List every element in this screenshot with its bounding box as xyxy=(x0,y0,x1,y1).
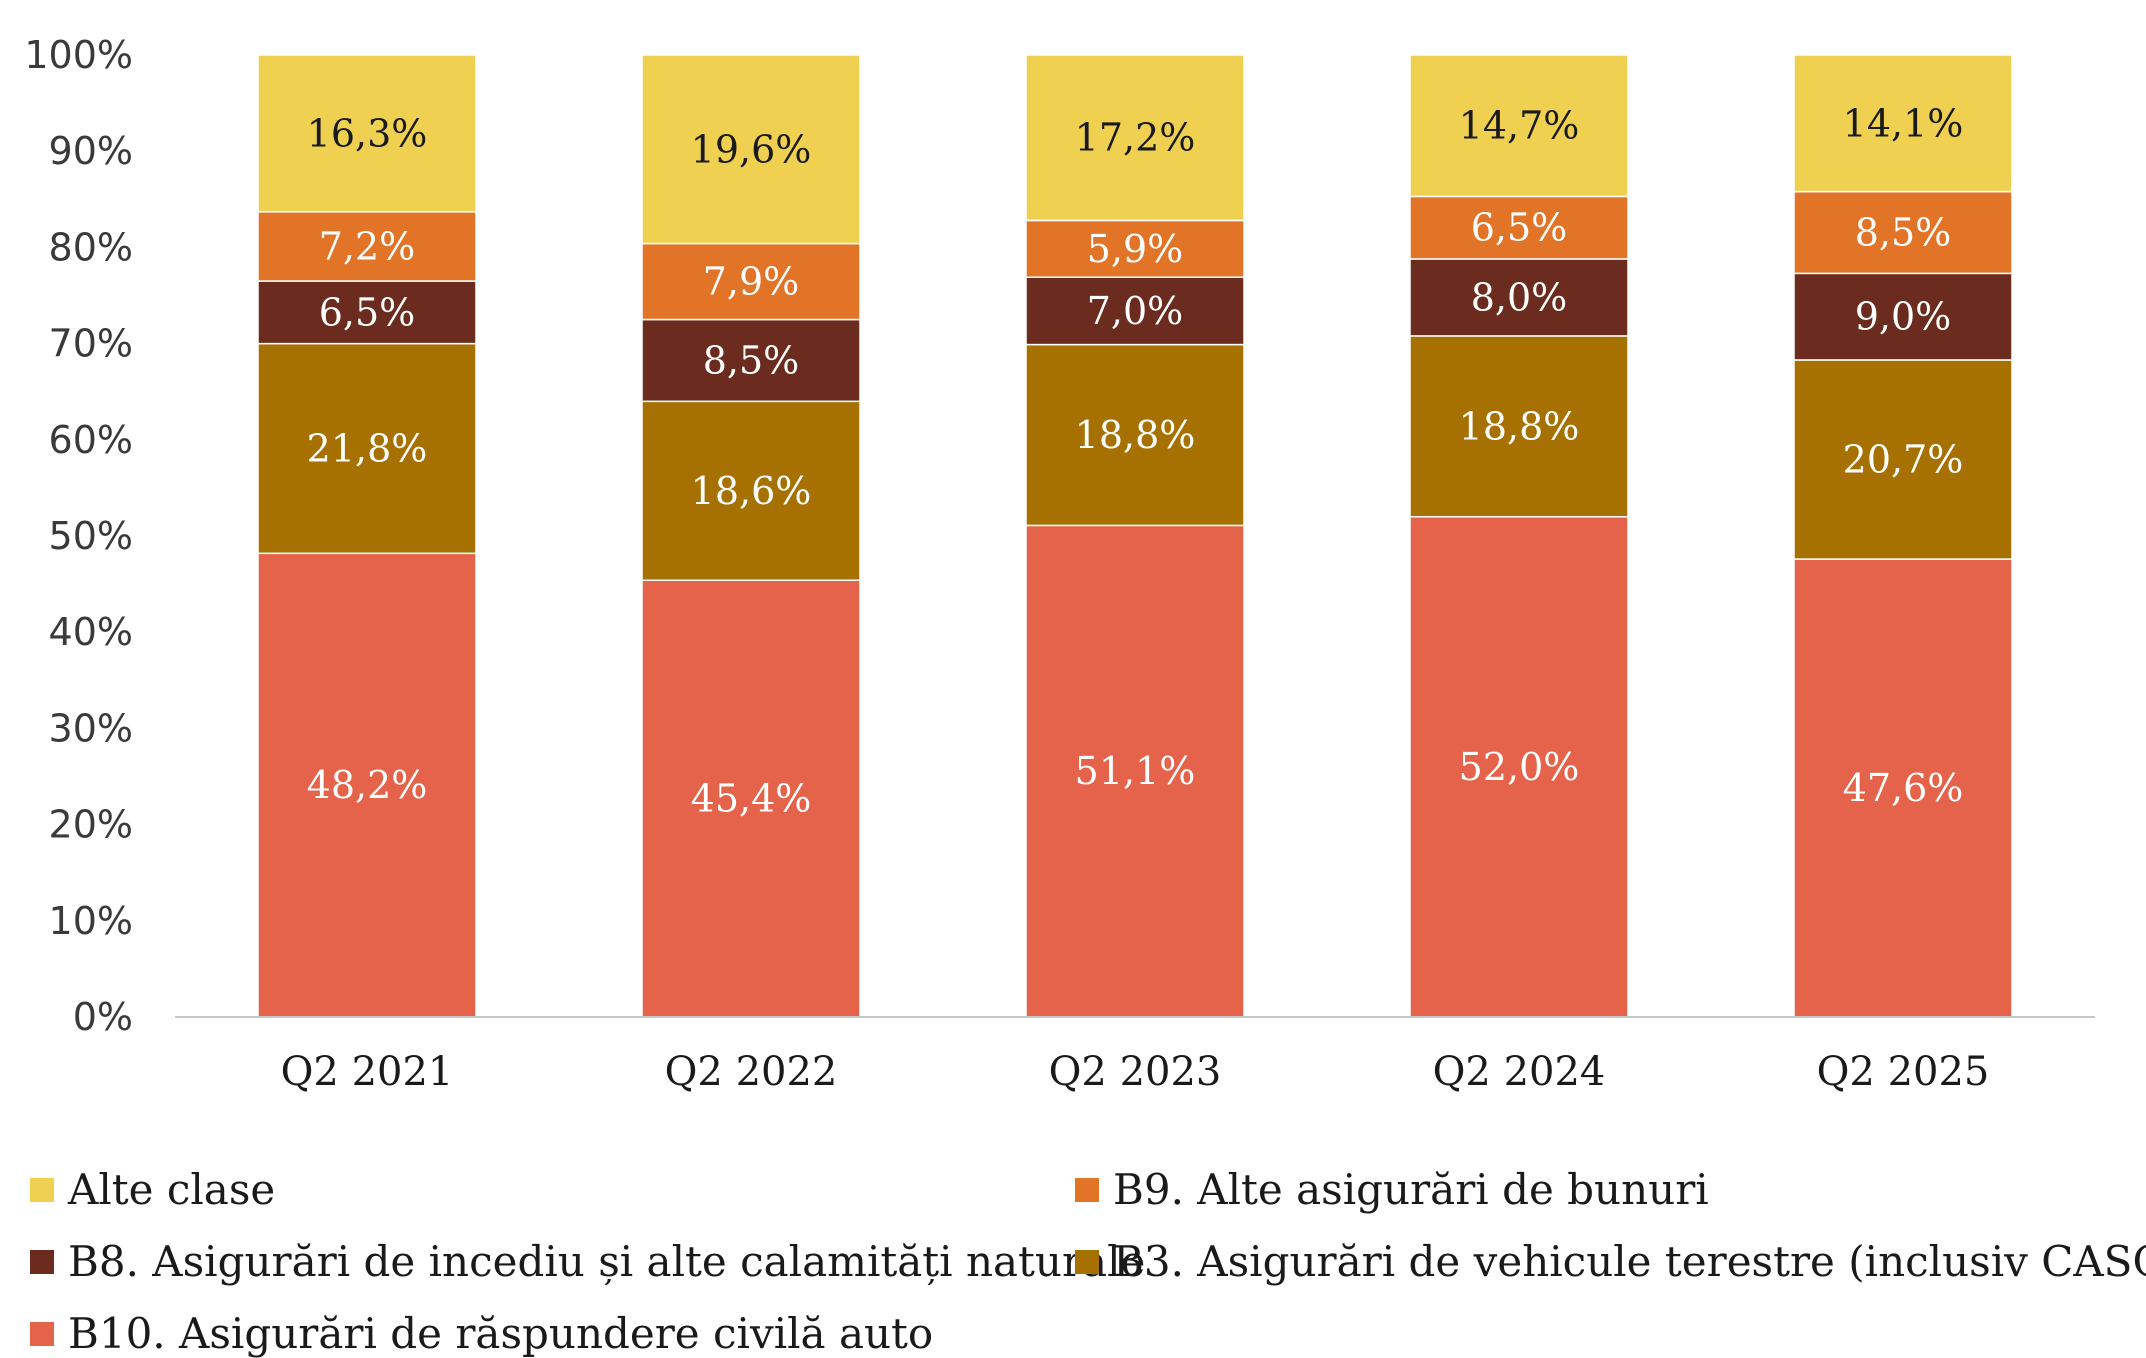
legend-item-alte-clase: Alte clase xyxy=(30,1165,275,1214)
y-tick-label: 60% xyxy=(49,418,133,462)
y-tick-label: 50% xyxy=(49,514,133,558)
y-tick-label: 70% xyxy=(49,322,133,366)
legend-item-b9: B9. Alte asigurări de bunuri xyxy=(1075,1165,1709,1214)
legend-swatch xyxy=(30,1177,54,1202)
bar-segment xyxy=(641,318,861,403)
legend-swatch xyxy=(1075,1177,1099,1202)
legend-label: B10. Asigurări de răspundere civilă auto xyxy=(68,1309,934,1358)
stacked-bar-chart: 0% 10% 20% 30% 40% 50% 60% 70% 80% 90% 100% 48,2% 2… xyxy=(24,33,2095,1095)
x-tick-label: Q2 2025 xyxy=(1817,1049,1990,1095)
bar-segment xyxy=(257,552,477,1018)
data-label: 9,0% xyxy=(1855,295,1952,339)
data-label: 51,1% xyxy=(1075,749,1196,793)
y-axis: 0% 10% 20% 30% 40% 50% 60% 70% 80% 90% 100% xyxy=(24,33,133,1039)
bar-segment xyxy=(641,54,861,245)
data-label: 7,0% xyxy=(1087,289,1184,333)
data-label: 48,2% xyxy=(307,763,428,807)
x-tick-label: Q2 2024 xyxy=(1433,1049,1606,1095)
y-tick-label: 10% xyxy=(49,899,133,943)
legend: Alte clase B9. Alte asigurări de bunuri … xyxy=(0,1125,2146,1358)
legend-swatch xyxy=(30,1249,54,1274)
bar-segment xyxy=(1025,343,1245,527)
legend-swatch xyxy=(1075,1249,1099,1274)
bar-segment xyxy=(1409,195,1629,260)
bar-segment xyxy=(1793,54,2013,193)
data-label: 19,6% xyxy=(691,127,812,171)
data-label: 17,2% xyxy=(1075,116,1196,160)
bar-segment xyxy=(1793,190,2013,275)
legend-label: B9. Alte asigurări de bunuri xyxy=(1113,1165,1709,1214)
y-tick-label: 90% xyxy=(49,129,133,173)
data-label: 14,7% xyxy=(1459,104,1580,148)
x-tick-label: Q2 2022 xyxy=(665,1049,838,1095)
y-tick-label: 40% xyxy=(49,610,133,654)
bar-segment xyxy=(1025,54,1245,222)
y-tick-label: 0% xyxy=(73,995,133,1039)
bar-segment xyxy=(1793,272,2013,361)
data-label: 6,5% xyxy=(1471,206,1568,250)
bar-segment xyxy=(1409,335,1629,518)
legend-label: Alte clase xyxy=(68,1165,276,1214)
data-label: 20,7% xyxy=(1843,438,1964,482)
bar-segment xyxy=(1409,516,1629,1018)
data-label: 52,0% xyxy=(1459,745,1580,789)
data-label: 7,2% xyxy=(319,224,416,268)
data-label: 21,8% xyxy=(307,426,428,470)
bar-segment xyxy=(257,54,477,213)
bar-segment xyxy=(1409,258,1629,337)
data-label: 6,5% xyxy=(319,290,416,334)
bar-segment xyxy=(1025,276,1245,346)
bar-segment xyxy=(257,342,477,555)
x-tick-label: Q2 2021 xyxy=(281,1049,454,1095)
data-label: 8,5% xyxy=(1855,210,1952,254)
data-label: 45,4% xyxy=(691,777,812,821)
legend-item-b3: B3. Asigurări de vehicule terestre (incl… xyxy=(1075,1237,2146,1286)
data-label: 16,3% xyxy=(307,111,428,155)
bar-segment xyxy=(641,242,861,321)
y-tick-label: 100% xyxy=(24,33,133,77)
bar-segment xyxy=(1793,558,2013,1018)
legend-item-b8: B8. Asigurări de incediu și alte calamit… xyxy=(30,1237,1145,1286)
y-tick-label: 80% xyxy=(49,225,133,269)
x-axis: Q2 2021 Q2 2022 Q2 2023 Q2 2024 Q2 2025 xyxy=(175,1016,2095,1095)
data-label: 8,0% xyxy=(1471,275,1568,319)
bar-segment xyxy=(1025,524,1245,1018)
data-label: 18,6% xyxy=(691,469,812,513)
bar-segment xyxy=(641,579,861,1018)
data-label: 5,9% xyxy=(1087,227,1184,271)
data-label: 7,9% xyxy=(703,260,800,304)
legend-swatch xyxy=(30,1321,54,1346)
data-label: 18,8% xyxy=(1459,404,1580,448)
bars: 48,2% 21,8% 6,5% 7,2% 16,3% 45,4% 18,6% 8,5% 7,9… xyxy=(257,54,2013,1018)
x-tick-label: Q2 2023 xyxy=(1049,1049,1222,1095)
data-label: 18,8% xyxy=(1075,413,1196,457)
legend-item-b10: B10. Asigurări de răspundere civilă auto xyxy=(30,1309,933,1358)
data-label: 14,1% xyxy=(1843,101,1964,145)
legend-label: B3. Asigurări de vehicule terestre (incl… xyxy=(1113,1237,2146,1286)
legend-label: B8. Asigurări de incediu și alte calamit… xyxy=(68,1237,1146,1286)
data-label: 47,6% xyxy=(1843,766,1964,810)
bar-segment xyxy=(641,400,861,582)
data-label: 8,5% xyxy=(703,338,800,382)
bar-segment xyxy=(1409,54,1629,198)
bar-segment xyxy=(257,211,477,282)
y-tick-label: 30% xyxy=(49,706,133,750)
y-tick-label: 20% xyxy=(49,803,133,847)
